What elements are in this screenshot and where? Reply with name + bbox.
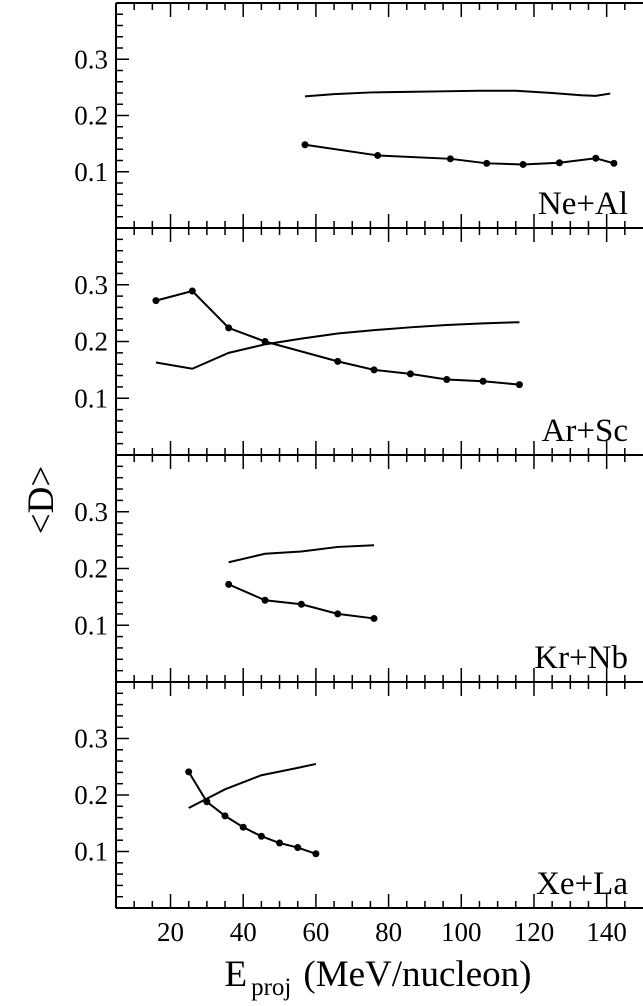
x-tick-label: 80 xyxy=(375,917,402,947)
panel-ar-sc: 0.1 0.2 0.3 Ar+Sc xyxy=(74,228,628,455)
data-point xyxy=(301,141,309,149)
x-tick-label: 40 xyxy=(230,917,257,947)
panel-kr-nb: 0.1 0.2 0.3 Kr+Nb xyxy=(74,455,628,682)
data-point xyxy=(370,366,378,374)
data-point xyxy=(334,610,342,618)
data-point xyxy=(225,580,233,588)
data-point xyxy=(610,159,618,167)
x-axis-title-subscript: proj xyxy=(251,974,291,1001)
data-point xyxy=(515,381,523,389)
data-point xyxy=(443,376,451,384)
series-line xyxy=(188,762,317,809)
data-point xyxy=(239,823,247,831)
y-tick-label: 0.2 xyxy=(74,101,108,131)
data-point xyxy=(294,844,302,852)
y-tick-label: 0.1 xyxy=(74,157,108,187)
y-tick-label: 0.3 xyxy=(74,270,108,300)
data-point xyxy=(446,155,454,163)
x-tick-label: 20 xyxy=(157,917,184,947)
series-line xyxy=(155,321,520,370)
data-point xyxy=(221,812,229,820)
data-point xyxy=(519,160,527,168)
panel-ne-al: 0.1 0.2 0.3 Ne+Al xyxy=(74,3,628,228)
panel-label: Xe+La xyxy=(536,866,628,902)
series-line xyxy=(228,544,375,564)
data-point xyxy=(334,357,342,365)
y-tick-label: 0.1 xyxy=(74,610,108,640)
y-tick-label: 0.2 xyxy=(74,327,108,357)
y-tick-label: 0.3 xyxy=(74,497,108,527)
x-tick-labels: 20 40 60 80 100 120 140 xyxy=(157,917,627,947)
axes-frames xyxy=(115,2,643,909)
y-tick-label: 0.1 xyxy=(74,383,108,413)
x-axis-title-symbol: E xyxy=(225,954,248,995)
data-point xyxy=(185,768,193,776)
data-point xyxy=(370,614,378,622)
data-point xyxy=(297,600,305,608)
data-point xyxy=(483,159,491,167)
series-line-with-markers xyxy=(155,289,520,386)
data-point xyxy=(592,154,600,162)
x-tick-label: 120 xyxy=(514,917,555,947)
series-line-with-markers xyxy=(304,143,615,166)
series-line-with-markers xyxy=(187,771,317,855)
data-point xyxy=(257,832,265,840)
y-tick-label: 0.1 xyxy=(74,837,108,867)
y-tick-label: 0.2 xyxy=(74,780,108,810)
x-tick-label: 100 xyxy=(441,917,482,947)
data-point xyxy=(312,850,320,858)
y-tick-label: 0.3 xyxy=(74,724,108,754)
axis-titles: <D> E proj (MeV/nucleon) xyxy=(21,466,531,1001)
data-point xyxy=(152,297,160,305)
y-axis-title: <D> xyxy=(21,466,62,534)
data-point xyxy=(479,377,487,385)
y-tick-label: 0.3 xyxy=(74,44,108,74)
data-point xyxy=(406,370,414,378)
x-tick-label: 140 xyxy=(586,917,627,947)
x-tick-label: 60 xyxy=(302,917,329,947)
panel-xe-la: 0.1 0.2 0.3 Xe+La xyxy=(74,682,628,908)
x-axis-title: E proj (MeV/nucleon) xyxy=(225,954,532,1001)
y-tick-label: 0.2 xyxy=(74,554,108,584)
data-point xyxy=(261,338,269,345)
data-point xyxy=(261,596,269,604)
series-line xyxy=(304,89,611,98)
data-point xyxy=(374,151,382,159)
data-point xyxy=(203,798,211,806)
x-axis-title-units: (MeV/nucleon) xyxy=(303,954,531,995)
panel-label: Kr+Nb xyxy=(534,640,628,676)
panels: 0.1 0.2 0.3 Ne+Al 0.1 0.2 0.3 Ar+Sc 0.1 0.2 0.3 Kr+… xyxy=(74,3,628,908)
panel-label: Ar+Sc xyxy=(542,413,628,449)
data-point xyxy=(188,287,196,295)
data-point xyxy=(276,839,284,847)
data-point xyxy=(225,324,233,332)
panel-label: Ne+Al xyxy=(538,186,628,222)
data-point xyxy=(555,159,563,167)
